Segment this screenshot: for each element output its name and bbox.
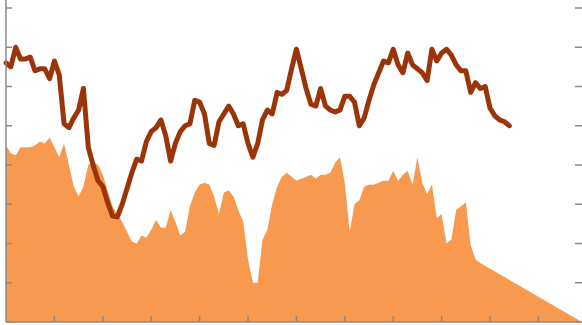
axes-layer [5, 0, 582, 323]
line-series-layer [3, 44, 512, 220]
area-series-1 [6, 137, 582, 322]
line-series-0 [3, 44, 512, 220]
area-series-layer [6, 137, 582, 322]
